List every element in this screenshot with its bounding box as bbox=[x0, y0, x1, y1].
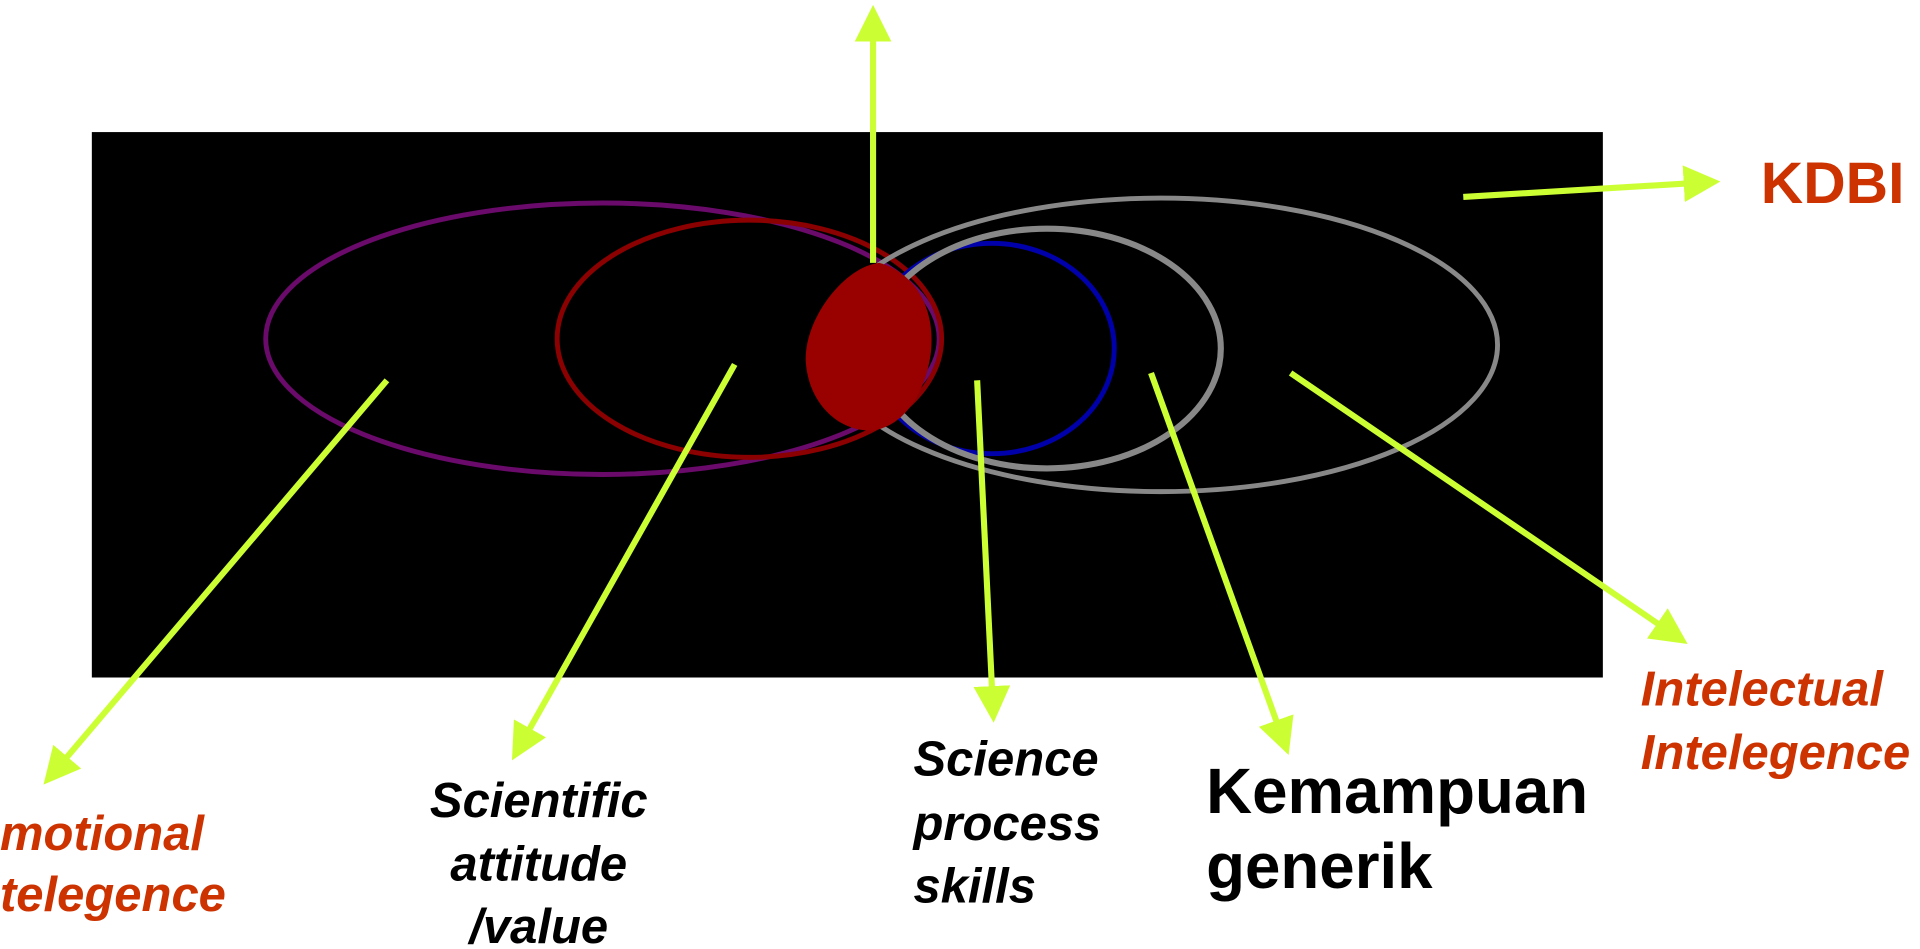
label-line: process bbox=[911, 797, 1101, 851]
label-line: Intelegence bbox=[1641, 726, 1910, 780]
label-line: skills bbox=[913, 860, 1036, 914]
arrow bbox=[1288, 370, 1688, 645]
label-line: attitude bbox=[450, 838, 627, 892]
arrow bbox=[43, 378, 390, 785]
label-line: Intelectual bbox=[1641, 663, 1885, 717]
label-line: telegence bbox=[0, 868, 226, 922]
core-blob bbox=[805, 262, 932, 431]
label-line: Kemampuan bbox=[1206, 756, 1588, 827]
kdbi-label: KDBI bbox=[1761, 151, 1905, 216]
arrow bbox=[1148, 371, 1294, 756]
arrow bbox=[1463, 165, 1721, 202]
label-line: /value bbox=[467, 900, 608, 949]
label-line: generik bbox=[1206, 831, 1433, 902]
attitude-ellipse bbox=[554, 217, 945, 460]
label-line: motional bbox=[0, 807, 205, 861]
arrow bbox=[973, 380, 1011, 723]
label-line: Scientific bbox=[430, 774, 648, 828]
arrow bbox=[511, 362, 738, 761]
label-line: Science bbox=[913, 732, 1098, 786]
